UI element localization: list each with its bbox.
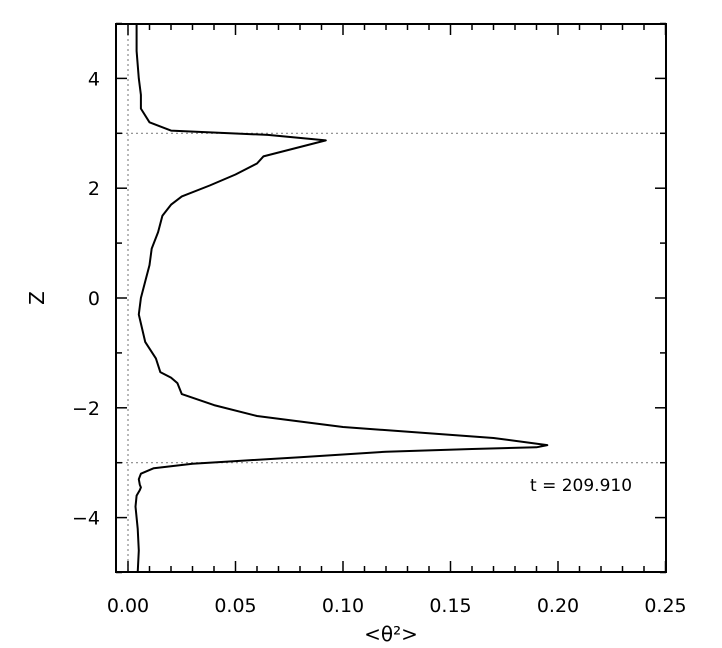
y-tick-label: −4	[72, 508, 100, 530]
y-tick-label: 4	[88, 68, 100, 90]
y-axis-title: Z	[25, 291, 49, 305]
y-tick-label: −2	[72, 398, 100, 420]
y-tick-label: 0	[88, 288, 100, 310]
x-tick-label: 0.20	[537, 595, 579, 617]
x-tick-label: 0.00	[107, 595, 149, 617]
series-line	[134, 23, 549, 573]
x-tick-label: 0.15	[429, 595, 471, 617]
x-axis-ticks: 0.00 0.05 0.10 0.15 0.20 0.25	[107, 24, 687, 617]
x-tick-label: 0.10	[322, 595, 364, 617]
x-axis-title: <θ²>	[364, 622, 418, 646]
x-tick-label: 0.25	[644, 595, 686, 617]
y-tick-label: 2	[88, 178, 100, 200]
x-tick-label: 0.05	[214, 595, 256, 617]
y-axis-ticks: −4 −2 0 2 4	[72, 22, 666, 574]
annotation-label: t = 209.910	[530, 476, 632, 496]
